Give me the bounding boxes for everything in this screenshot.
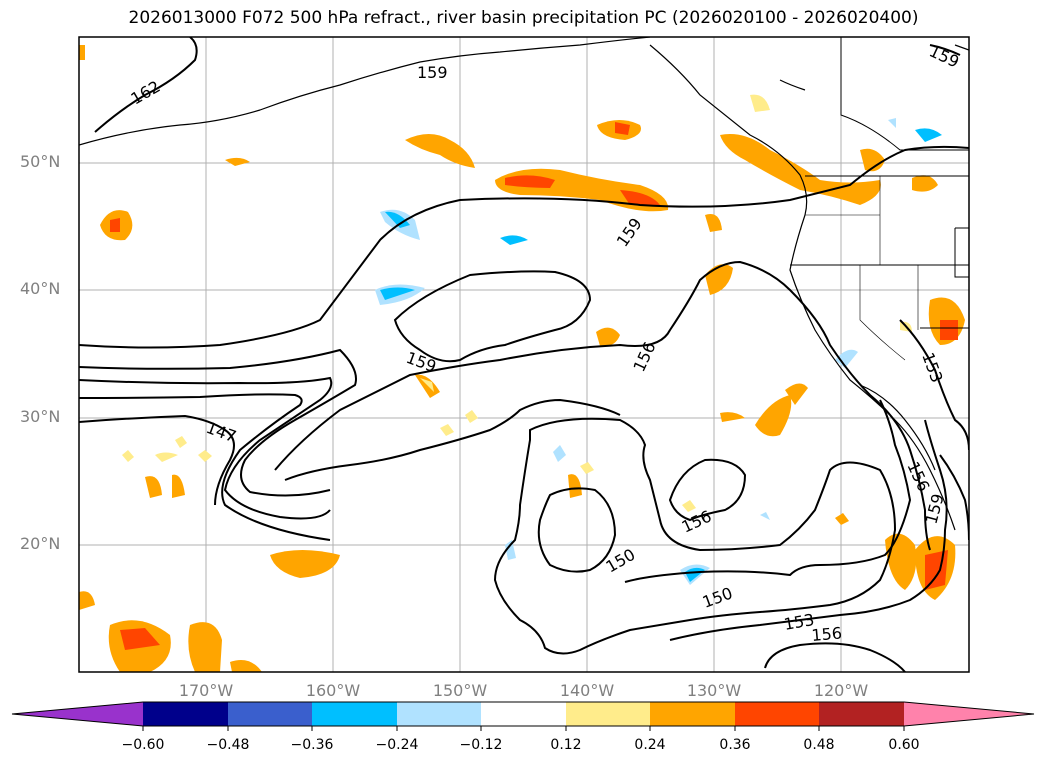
- colorbar-tick-label: −0.60: [121, 737, 165, 753]
- lon-label-130w: 130°W: [686, 681, 742, 700]
- colorbar: [11, 701, 1035, 731]
- lat-label-40n: 40°N: [20, 279, 61, 298]
- colorbar-tick-label: 0.36: [719, 737, 751, 753]
- lon-label-170w: 170°W: [178, 681, 234, 700]
- colorbar-tick-label: −0.48: [206, 737, 250, 753]
- lat-label-20n: 20°N: [20, 534, 61, 553]
- lon-label-160w: 160°W: [305, 681, 361, 700]
- lon-label-120w: 120°W: [813, 681, 869, 700]
- state-borders: [805, 176, 919, 361]
- colorbar-segment-9: [819, 702, 904, 726]
- colorbar-tick-label: 0.12: [550, 737, 582, 753]
- colorbar-segment-6: [566, 702, 650, 726]
- gridlines: [79, 37, 969, 672]
- contour-label: 156: [811, 623, 843, 645]
- colorbar-segment-7: [650, 702, 735, 726]
- precip-positive-areas: [79, 45, 965, 672]
- country-borders: [790, 37, 969, 329]
- map-frame: [78, 36, 970, 673]
- lon-label-140w: 140°W: [559, 681, 615, 700]
- colorbar-segment-4: [397, 702, 481, 726]
- lat-label-50n: 50°N: [20, 152, 61, 171]
- colorbar-segment-3: [312, 702, 397, 726]
- colorbar-segment-0: [12, 702, 143, 726]
- coastlines: [79, 37, 969, 531]
- colorbar-tick-label: −0.24: [375, 737, 419, 753]
- colorbar-tick-label: −0.12: [459, 737, 503, 753]
- colorbar-tick-label: −0.36: [290, 737, 334, 753]
- lon-label-150w: 150°W: [432, 681, 488, 700]
- contour-label: 159: [417, 63, 448, 82]
- colorbar-tick-label: 0.24: [634, 737, 666, 753]
- lat-label-30n: 30°N: [20, 407, 61, 426]
- colorbar-segment-1: [143, 702, 228, 726]
- colorbar-segment-8: [735, 702, 819, 726]
- colorbar-tick-label: 0.60: [888, 737, 920, 753]
- colorbar-segment-5: [481, 702, 566, 726]
- colorbar-segment-2: [228, 702, 312, 726]
- colorbar-segment-10: [904, 702, 1034, 726]
- map-title: 2026013000 F072 500 hPa refract., river …: [128, 8, 919, 28]
- colorbar-tick-label: 0.48: [803, 737, 835, 753]
- map-background: [79, 37, 969, 672]
